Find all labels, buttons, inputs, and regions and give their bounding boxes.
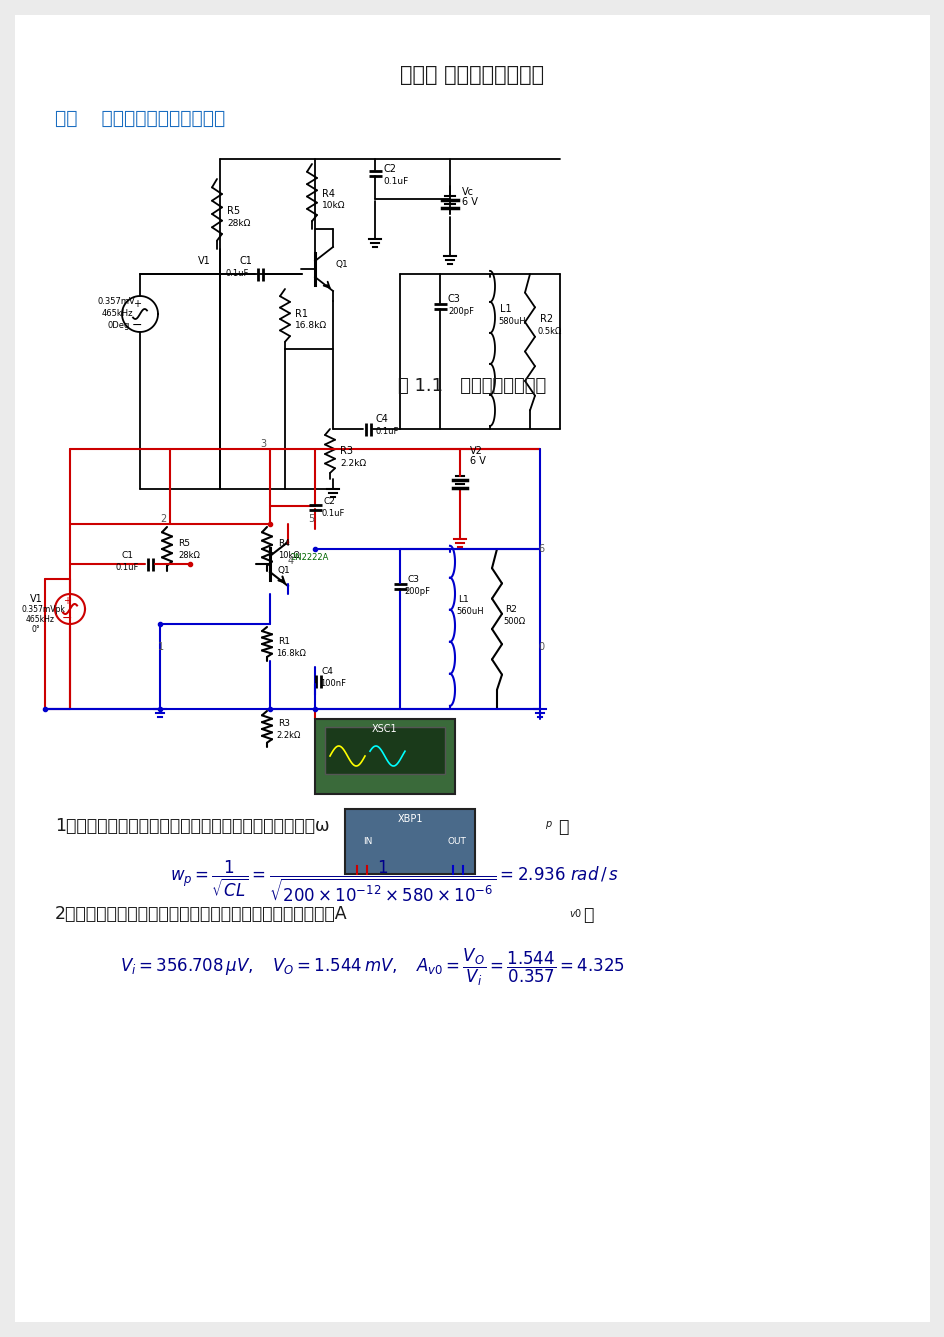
Text: 580uH: 580uH	[497, 317, 525, 326]
Bar	[314, 719, 454, 794]
Text: C1: C1	[122, 551, 134, 559]
Text: 2: 2	[160, 513, 166, 524]
Text: C2: C2	[323, 496, 334, 505]
Text: 0°: 0°	[32, 624, 41, 634]
Bar	[345, 809, 475, 874]
Text: +: +	[133, 299, 141, 309]
Text: 465kHz: 465kHz	[102, 309, 133, 318]
Text: 6 V: 6 V	[462, 197, 478, 207]
Text: 200pF: 200pF	[404, 587, 430, 595]
Text: 。: 。	[582, 906, 593, 924]
Text: V1: V1	[30, 594, 42, 604]
Text: 28kΩ: 28kΩ	[227, 218, 250, 227]
Text: 10kΩ: 10kΩ	[278, 551, 299, 560]
Text: L1: L1	[458, 595, 468, 603]
Text: R3: R3	[278, 719, 290, 729]
Text: 2.2kΩ: 2.2kΩ	[340, 459, 365, 468]
Text: −: −	[131, 320, 143, 332]
Text: −: −	[61, 612, 72, 626]
Text: R1: R1	[295, 309, 308, 320]
Text: 0.1uF: 0.1uF	[375, 428, 398, 436]
Text: $_p$: $_p$	[545, 818, 552, 832]
Text: IN: IN	[362, 837, 372, 846]
Text: $w_p = \dfrac{1}{\sqrt{CL}} = \dfrac{1}{\sqrt{200 \times 10^{-12} \times 580 \ti: $w_p = \dfrac{1}{\sqrt{CL}} = \dfrac{1}{…	[170, 858, 618, 905]
Text: 16.8kΩ: 16.8kΩ	[276, 648, 306, 658]
Text: 10kΩ: 10kΩ	[322, 202, 346, 210]
Text: C3: C3	[408, 575, 419, 583]
Text: 4: 4	[288, 556, 294, 566]
Text: 0.5kΩ: 0.5kΩ	[537, 326, 562, 336]
Text: 5: 5	[308, 513, 314, 524]
Text: XBP1: XBP1	[396, 814, 422, 824]
Text: 465kHz: 465kHz	[26, 615, 55, 623]
Text: 实验一 高频小信号放大器: 实验一 高频小信号放大器	[399, 66, 544, 86]
Text: 200pF: 200pF	[447, 306, 474, 316]
Text: 560uH: 560uH	[456, 607, 483, 615]
Text: 2、通过仿真，观察示波器中的输入输出波形，计算电压增益A: 2、通过仿真，观察示波器中的输入输出波形，计算电压增益A	[55, 905, 347, 923]
Text: 500Ω: 500Ω	[502, 616, 525, 626]
Text: XSC1: XSC1	[372, 725, 397, 734]
Text: $V_i = 356.708\,\mu V, \quad V_O = 1.544\,mV, \quad A_{v0} = \dfrac{V_O}{V_i} = : $V_i = 356.708\,\mu V, \quad V_O = 1.544…	[120, 947, 624, 988]
Bar	[325, 727, 445, 774]
Text: 0: 0	[537, 642, 544, 652]
Text: C4: C4	[375, 414, 387, 424]
Text: 。: 。	[557, 818, 567, 836]
Text: 0.1uF: 0.1uF	[115, 563, 138, 571]
Text: 100nF: 100nF	[320, 678, 346, 687]
Text: R5: R5	[227, 206, 240, 217]
Text: 0.357mV: 0.357mV	[98, 297, 136, 306]
Text: 6: 6	[537, 544, 544, 554]
Text: L1: L1	[499, 303, 511, 314]
Text: R4: R4	[278, 540, 290, 548]
Text: V2: V2	[469, 447, 482, 456]
Text: $_{v0}$: $_{v0}$	[568, 906, 582, 920]
Text: 1、根据电路中选频网络参数值，计算该电路的谐振频率ω: 1、根据电路中选频网络参数值，计算该电路的谐振频率ω	[55, 817, 329, 836]
Text: 2N2222A: 2N2222A	[290, 552, 328, 562]
Text: C1: C1	[240, 255, 253, 266]
Text: C4: C4	[322, 667, 333, 675]
Text: 0Deg: 0Deg	[107, 321, 129, 330]
Text: R2: R2	[539, 314, 552, 324]
Text: 1: 1	[158, 642, 164, 652]
Text: 0.357mVpk: 0.357mVpk	[22, 604, 66, 614]
Text: 0.1uF: 0.1uF	[382, 176, 408, 186]
Text: 2.2kΩ: 2.2kΩ	[276, 731, 300, 741]
Text: 0.1uF: 0.1uF	[321, 508, 344, 517]
Text: R3: R3	[340, 447, 353, 456]
Text: 一、    单调谐高频小信号放大器: 一、 单调谐高频小信号放大器	[55, 110, 225, 128]
Text: +: +	[63, 596, 71, 606]
Text: C2: C2	[382, 164, 396, 174]
Text: Q1: Q1	[334, 259, 347, 269]
Text: 0.1uF: 0.1uF	[225, 269, 248, 278]
Text: R5: R5	[177, 540, 190, 548]
Text: R1: R1	[278, 636, 290, 646]
Text: R2: R2	[504, 604, 516, 614]
Text: 28kΩ: 28kΩ	[177, 551, 200, 560]
Text: 3: 3	[260, 439, 266, 449]
Text: Vc: Vc	[462, 187, 474, 197]
Text: OUT: OUT	[447, 837, 465, 846]
Text: 6 V: 6 V	[469, 456, 485, 467]
Text: 图 1.1   高频小信号放大器: 图 1.1 高频小信号放大器	[397, 377, 546, 394]
Text: R4: R4	[322, 189, 334, 199]
Text: V1: V1	[198, 255, 211, 266]
Text: C3: C3	[447, 294, 461, 303]
Text: 16.8kΩ: 16.8kΩ	[295, 321, 327, 330]
Text: Q1: Q1	[277, 567, 290, 575]
